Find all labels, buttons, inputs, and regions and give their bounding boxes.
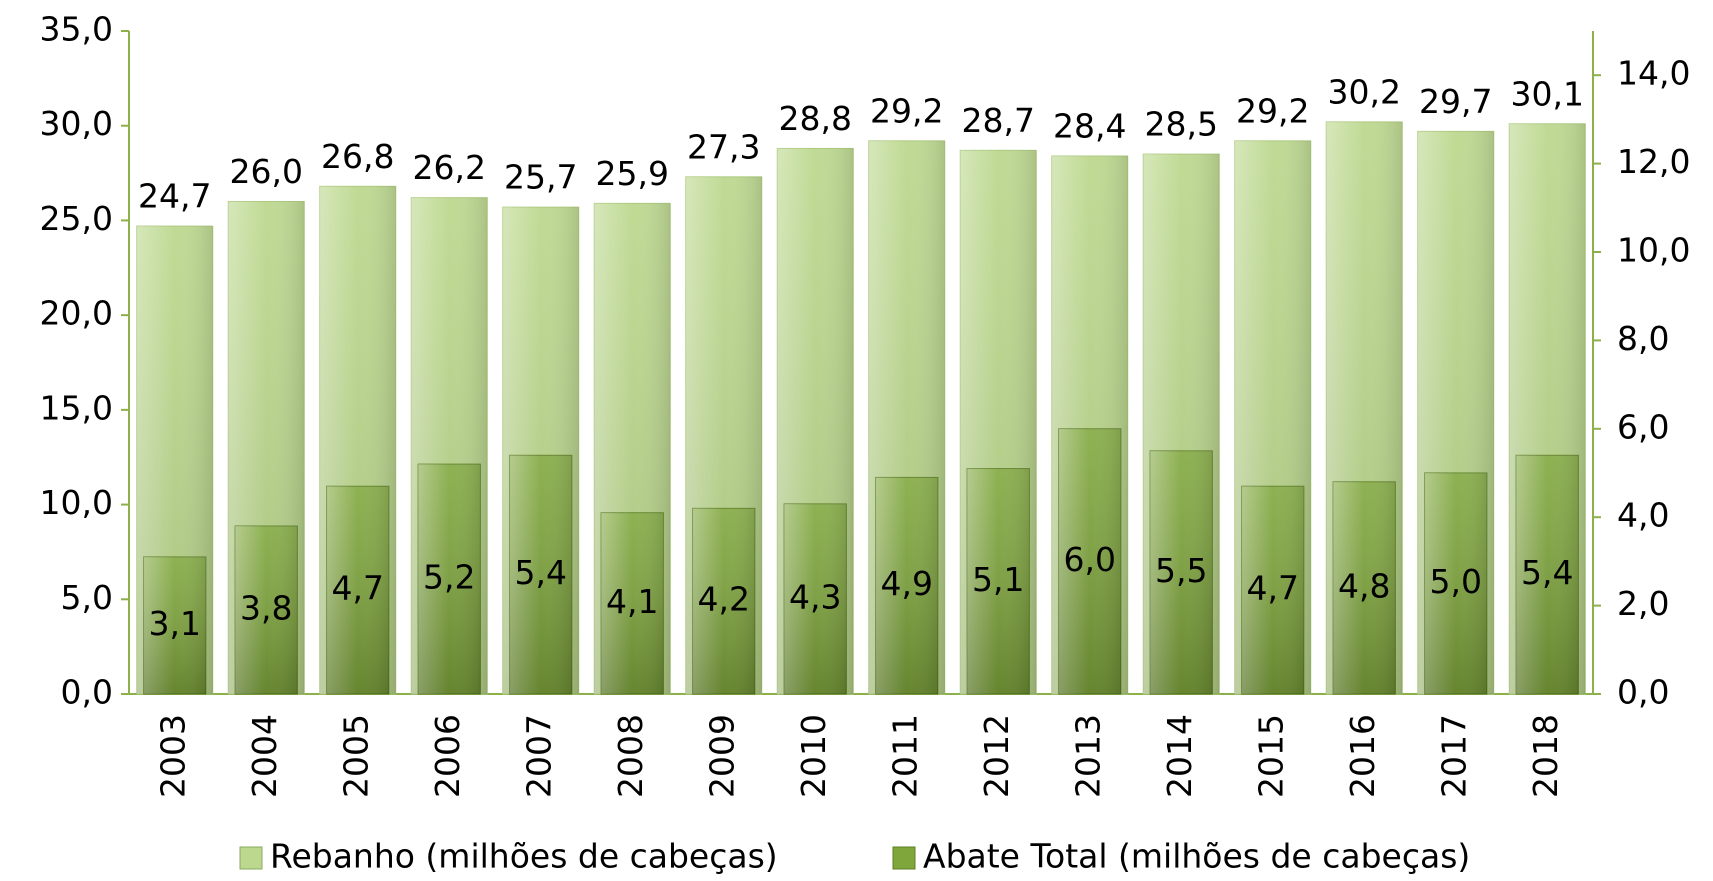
x-tick-label: 2018 [1526,714,1565,798]
bar-shade [509,455,572,694]
y2-tick-label: 14,0 [1617,54,1690,93]
y2-tick-label: 6,0 [1617,407,1669,446]
data-label: 28,8 [779,99,852,138]
y-tick-label: 0,0 [61,673,113,712]
x-tick-label: 2003 [153,714,192,798]
legend-label: Abate Total (milhões de cabeças) [923,837,1470,876]
x-tick-label: 2010 [794,714,833,798]
x-tick-label: 2004 [245,714,284,798]
bar-shade [1058,428,1121,694]
data-label: 28,4 [1053,107,1126,146]
data-label: 3,8 [240,589,292,628]
y-tick-label: 5,0 [61,578,113,617]
data-label: 5,4 [1521,553,1573,592]
x-tick-label: 2009 [702,714,741,798]
data-label: 4,9 [881,564,933,603]
bar-shade [1516,455,1579,694]
data-label: 27,3 [687,127,760,166]
legend-swatch [892,846,916,870]
y2-tick-label: 10,0 [1617,231,1690,270]
data-label: 28,7 [962,101,1035,140]
data-label: 4,2 [698,580,750,619]
bar-shade [784,503,847,694]
y2-tick-label: 0,0 [1617,673,1669,712]
data-label: 25,7 [504,158,577,197]
legend-label: Rebanho (milhões de cabeças) [270,837,778,876]
data-label: 4,8 [1338,566,1390,605]
y-tick-label: 30,0 [40,104,113,143]
data-label: 29,2 [1236,91,1309,130]
bar-shade [1424,473,1487,694]
y2-tick-label: 12,0 [1617,142,1690,181]
data-label: 26,8 [321,137,394,176]
x-tick-label: 2006 [428,714,467,798]
bar-shade [418,464,481,694]
bar-shade [1333,481,1396,694]
y2-tick-label: 2,0 [1617,584,1669,623]
y-tick-label: 35,0 [40,10,113,49]
y-tick-label: 25,0 [40,199,113,238]
data-label: 25,9 [596,154,669,193]
data-label: 3,1 [149,604,201,643]
data-label: 30,2 [1328,72,1401,111]
bar-shade [967,468,1030,694]
y-tick-label: 10,0 [40,483,113,522]
y2-tick-label: 4,0 [1617,496,1669,535]
bar-shade [1241,486,1304,694]
x-tick-label: 2007 [519,714,558,798]
bar-shade [235,526,298,694]
data-label: 26,0 [230,152,303,191]
data-label: 24,7 [138,177,211,216]
x-tick-label: 2017 [1434,714,1473,798]
data-label: 28,5 [1145,105,1218,144]
bar-shade [1150,450,1213,694]
data-label: 4,7 [1247,569,1299,608]
x-tick-label: 2015 [1251,714,1290,798]
x-tick-label: 2011 [885,714,924,798]
data-label: 29,7 [1419,82,1492,121]
x-tick-label: 2012 [977,714,1016,798]
bar-shade [143,556,206,694]
data-label: 6,0 [1064,540,1116,579]
data-label: 5,0 [1430,562,1482,601]
data-label: 4,3 [789,577,841,616]
data-label: 5,5 [1155,551,1207,590]
data-label: 30,1 [1511,74,1584,113]
y-tick-label: 15,0 [40,388,113,427]
x-tick-label: 2005 [336,714,375,798]
x-tick-label: 2016 [1343,714,1382,798]
bar-shade [601,512,664,694]
legend-swatch [239,846,263,870]
x-tick-label: 2013 [1068,714,1107,798]
data-label: 26,2 [413,148,486,187]
y2-tick-label: 8,0 [1617,319,1669,358]
bar-shade [326,486,389,694]
data-label: 29,2 [870,91,943,130]
x-tick-label: 2014 [1160,714,1199,798]
data-label: 4,7 [332,569,384,608]
bar-shade [692,508,755,694]
data-label: 5,4 [515,553,567,592]
data-label: 5,1 [972,560,1024,599]
bar-shade [875,477,938,694]
data-label: 4,1 [606,582,658,621]
x-tick-label: 2008 [611,714,650,798]
y-tick-label: 20,0 [40,294,113,333]
data-label: 5,2 [423,558,475,597]
